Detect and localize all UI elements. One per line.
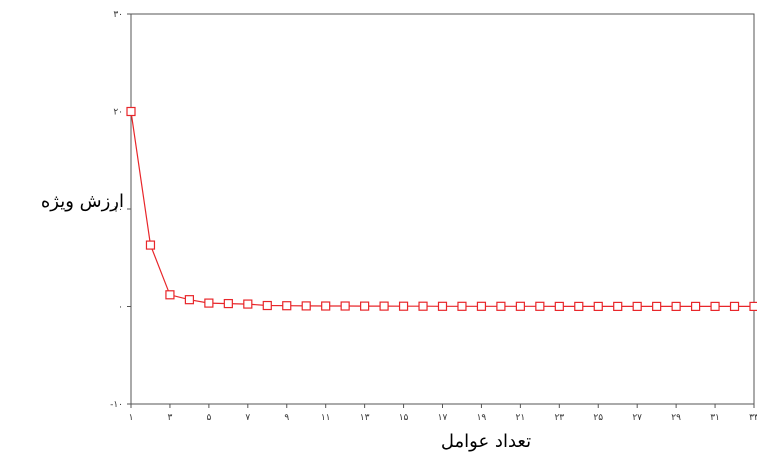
plot-frame <box>130 13 755 405</box>
data-point-marker <box>710 301 720 312</box>
x-tick-label: ۲۵ <box>593 413 603 423</box>
y-tick-label: -۱۰ <box>110 400 123 410</box>
data-point-marker <box>632 301 642 312</box>
data-point-marker <box>613 301 623 312</box>
x-tick-label: ۷ <box>245 413 250 423</box>
x-tick-label: ۳۳ <box>749 413 757 423</box>
data-point-marker <box>282 301 292 311</box>
x-tick-label: ۱۳ <box>360 413 370 423</box>
data-point-marker <box>262 300 272 311</box>
data-point-marker <box>184 295 195 305</box>
x-tick-label: ۲۹ <box>671 413 681 423</box>
data-point-marker <box>496 301 506 311</box>
data-point-marker <box>690 301 701 312</box>
data-point-marker <box>223 298 233 309</box>
data-point-marker <box>301 301 311 311</box>
data-point-marker <box>476 301 487 311</box>
x-tick-label: ۱۷ <box>438 413 448 423</box>
data-point-marker <box>457 301 467 311</box>
x-axis-ticks: ۱ ۳ ۵ ۷ ۹ ۱۱ ۱۳ ۱۵ ۱۷ ۱۹ ۲۱ ۲۳ ۲۵ ۲۷ ۲۹ ۳۱ ۳۳ <box>129 404 757 423</box>
data-point-marker <box>554 301 564 312</box>
data-point-marker <box>360 301 370 311</box>
data-point-marker <box>126 106 136 117</box>
x-tick-label: ۲۳ <box>554 413 564 423</box>
x-tick-label: ۱۹ <box>477 413 487 423</box>
x-tick-label: ۵ <box>206 413 211 423</box>
data-point-marker <box>729 301 740 312</box>
x-tick-label: ۳ <box>168 413 173 423</box>
data-point-marker <box>593 301 603 312</box>
data-point-marker <box>145 240 156 250</box>
x-tick-label: ۲۷ <box>632 413 642 423</box>
x-tick-label: ۲۱ <box>516 413 526 423</box>
data-point-marker <box>398 301 409 311</box>
x-axis-title: تعداد عوامل <box>441 431 531 452</box>
data-point-marker <box>340 301 350 311</box>
x-tick-label: ۹ <box>284 413 289 423</box>
y-tick-label: ۳۰ <box>113 10 123 20</box>
data-point-marker <box>204 298 214 308</box>
data-point-marker <box>321 301 331 311</box>
eigenvalue-markers <box>126 106 757 312</box>
data-point-marker <box>574 301 584 312</box>
data-point-marker <box>749 301 757 312</box>
x-tick-label: ۱۱ <box>321 413 331 423</box>
eigenvalue-series-line <box>130 111 754 307</box>
y-tick-label: ۲۰ <box>113 108 123 118</box>
data-point-marker <box>379 301 389 311</box>
data-point-marker <box>243 299 253 309</box>
x-tick-label: ۱۵ <box>399 413 409 423</box>
data-point-marker <box>437 301 448 311</box>
x-tick-label: ۳۱ <box>710 413 720 423</box>
data-point-marker <box>515 301 525 311</box>
data-point-marker <box>671 301 681 312</box>
y-axis-title: ارزش ویژه <box>41 191 124 212</box>
data-point-marker <box>165 290 175 300</box>
data-point-marker <box>535 301 545 311</box>
data-point-marker <box>652 301 662 312</box>
x-tick-label: ۱ <box>129 413 134 423</box>
y-tick-label: ۱۰ <box>113 205 123 215</box>
data-point-marker <box>418 301 428 311</box>
y-tick-label: ۰ <box>118 303 123 313</box>
